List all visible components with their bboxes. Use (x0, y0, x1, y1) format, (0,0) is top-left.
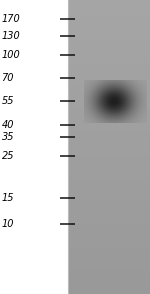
Text: 40: 40 (2, 120, 14, 130)
Text: 15: 15 (2, 193, 14, 203)
Text: 25: 25 (2, 151, 14, 161)
Text: 35: 35 (2, 132, 14, 142)
FancyBboxPatch shape (0, 0, 68, 294)
Text: 100: 100 (2, 50, 20, 60)
Text: 130: 130 (2, 31, 20, 41)
Text: 170: 170 (2, 14, 20, 24)
Text: 10: 10 (2, 219, 14, 229)
Text: 70: 70 (2, 73, 14, 83)
Text: 55: 55 (2, 96, 14, 106)
